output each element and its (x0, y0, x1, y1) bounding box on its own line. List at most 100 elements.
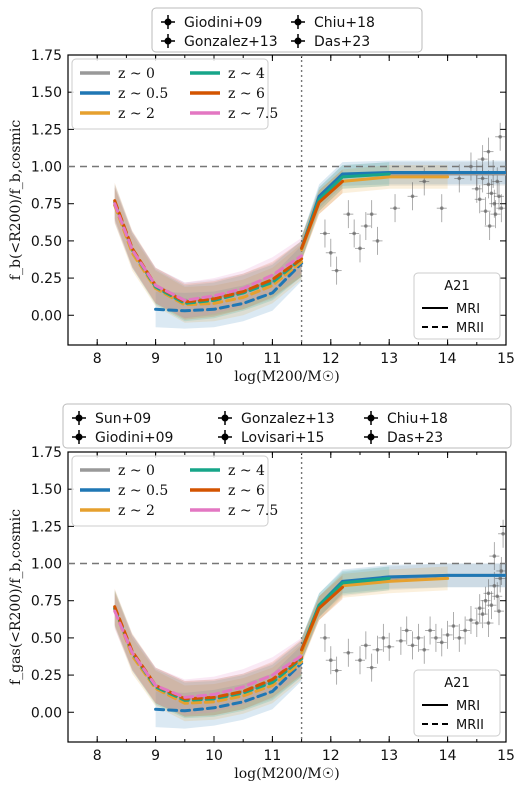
observation-point (486, 591, 497, 620)
observation-legend-label: Sun+09 (95, 411, 151, 427)
observation-point (474, 185, 485, 214)
model-legend-title: A21 (444, 279, 469, 294)
observation-marker (489, 603, 494, 607)
scatter-band-mri (301, 563, 506, 662)
observation-marker (439, 206, 444, 210)
redshift-legend-label: z ~ 6 (228, 86, 265, 102)
y-tick-label: 1.00 (31, 557, 62, 573)
observation-marker (364, 643, 368, 648)
observation-marker (451, 624, 456, 628)
observation-point (498, 519, 506, 548)
observation-marker (483, 598, 488, 603)
observation-marker (480, 176, 485, 181)
observation-legend: Giodini+09 Gonzalez+13 Chiu+18 Das+23 (151, 7, 423, 53)
y-axis-label: f_gas(<R200)/f_b,cosmic (8, 509, 24, 685)
observation-point (430, 623, 441, 652)
observation-point (325, 646, 336, 675)
observation-point (413, 623, 424, 652)
model-legend-label: MRI (456, 699, 480, 714)
model-legend-title: A21 (444, 676, 469, 691)
model-legend-box (413, 272, 501, 340)
observation-point (493, 597, 504, 626)
redshift-legend-label: z ~ 0.5 (118, 86, 168, 102)
y-tick-label: 0.75 (31, 197, 62, 213)
observation-point (490, 200, 501, 229)
y-tick-label: 1.00 (31, 160, 62, 176)
observation-legend-marker (75, 414, 83, 422)
observation-marker (369, 212, 374, 216)
observation-marker (483, 209, 488, 213)
observation-marker (422, 647, 427, 652)
chart-panel-1: 8 9 10 11 12 13 14 15 0.00 0.25 0.50 0.75 1.00 1.25 1.… (8, 7, 515, 385)
series-line-mri (300, 585, 344, 652)
observation-legend-box (62, 403, 512, 449)
observation-legend-marker (221, 433, 229, 441)
plot-frame (67, 451, 507, 743)
observation-point (483, 609, 494, 638)
observation-point (496, 194, 506, 223)
scatter-band-mri (301, 566, 390, 662)
observation-point (355, 234, 365, 263)
observation-legend-marker (294, 18, 302, 26)
observation-marker (334, 268, 339, 273)
observation-legend-label: Das+23 (314, 34, 370, 50)
scatter-band-mrii (155, 645, 302, 729)
series-line-mrii (154, 661, 304, 713)
scatter-band-mrii (114, 590, 302, 719)
observation-marker (480, 157, 485, 161)
observation-point (355, 646, 365, 675)
observation-marker (497, 194, 501, 199)
x-tick-label: 12 (322, 351, 340, 367)
observation-point (343, 200, 354, 229)
observation-marker (498, 134, 502, 139)
model-legend-label: MRII (456, 321, 484, 336)
observation-point (471, 609, 482, 638)
scatter-band-mri (301, 165, 448, 262)
observation-point (360, 212, 371, 241)
observation-marker (352, 231, 356, 236)
observation-marker (487, 224, 492, 228)
redshift-legend-label: z ~ 7.5 (228, 106, 278, 122)
y-tick-label: 1.25 (31, 519, 62, 535)
observation-point (436, 194, 447, 223)
observation-point (372, 226, 383, 255)
observation-point (366, 200, 377, 229)
scatter-band-mrii (114, 590, 302, 717)
model-legend-box (413, 669, 501, 737)
observation-marker (422, 179, 427, 184)
scatter-band-mrii (114, 593, 302, 716)
redshift-legend-label: z ~ 2 (118, 503, 155, 519)
observation-legend-marker (367, 433, 375, 441)
observation-marker (364, 224, 368, 228)
observation-marker (323, 636, 327, 640)
plot-frame (67, 54, 507, 346)
redshift-legend: z ~ 0 z ~ 0.5 z ~ 2 z ~ 4 z ~ 6 z ~ 7.5 (71, 58, 278, 130)
observation-point (331, 256, 342, 285)
observation-marker (375, 239, 380, 243)
series-line-mri (300, 179, 344, 250)
series-line-mrii (113, 202, 304, 302)
chart-panel-2: 8 9 10 11 12 13 14 15 0.00 0.25 0.50 0.75 1.00 1.25 1.… (8, 403, 515, 782)
y-tick-label: 0.25 (31, 668, 62, 684)
observation-point (384, 632, 395, 661)
observation-marker (457, 176, 462, 181)
x-tick-label: 13 (380, 748, 398, 764)
observation-legend-label: Chiu+18 (387, 411, 448, 427)
observation-point (486, 179, 497, 208)
observation-marker (463, 628, 467, 633)
observation-legend-label: Das+23 (387, 430, 443, 446)
observation-point (401, 616, 412, 645)
model-legend: A21 MRI MRII (413, 272, 501, 340)
observation-marker (358, 246, 362, 251)
observation-legend-marker (164, 37, 172, 45)
observation-legend-label: Giodini+09 (184, 15, 262, 31)
observation-marker (457, 636, 462, 640)
observation-point (436, 628, 447, 657)
observation-marker (346, 212, 351, 216)
observation-marker (475, 621, 479, 625)
observation-point (366, 653, 377, 682)
observation-marker (439, 640, 444, 645)
y-tick-label: 0.25 (31, 271, 62, 287)
y-tick-label: 1.75 (31, 48, 62, 64)
observation-marker (486, 149, 491, 154)
